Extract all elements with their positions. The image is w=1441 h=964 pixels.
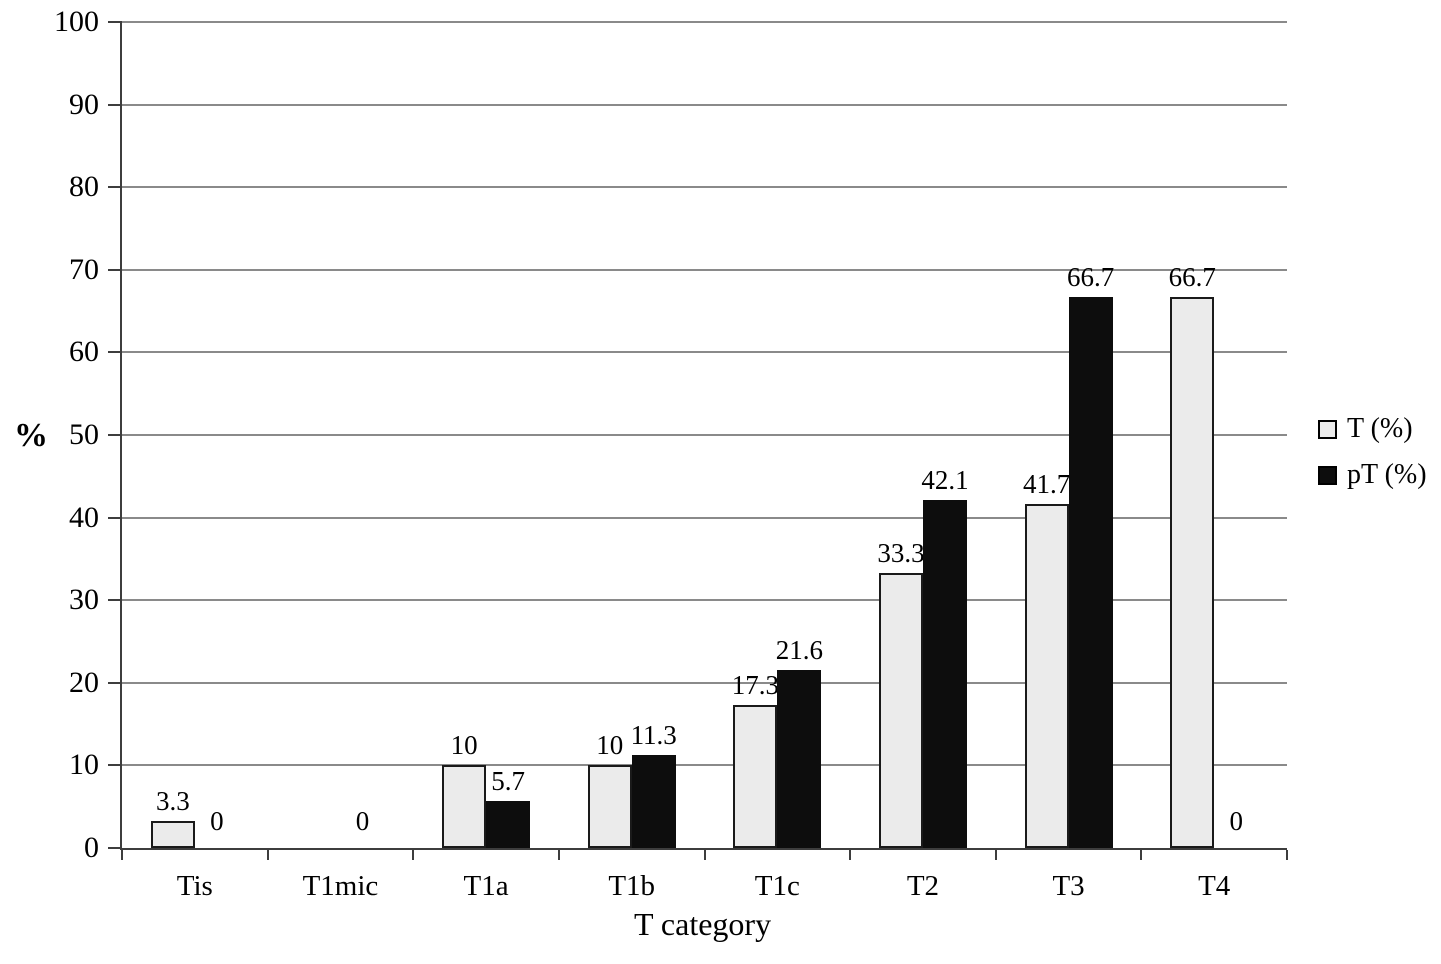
bar-t [442, 765, 487, 848]
gridline [122, 681, 1287, 684]
plot-area: 0 10 20 30 40 50 60 70 80 90 100 Tis T1mic T1a T1b T1c T… [54, 6, 1288, 902]
x-axis-title: T category [633, 906, 772, 942]
y-axis-tick-label: 30 [69, 583, 99, 617]
bar-label-pt: 5.7 [491, 766, 525, 796]
bar-label-pt: 42.1 [921, 465, 969, 495]
legend-item-t: T (%) [1318, 414, 1427, 444]
bar-label-pt: 0 [210, 806, 224, 836]
bar-label-pt: 21.6 [775, 635, 823, 665]
bar-t [1024, 504, 1069, 848]
bar-t [878, 573, 923, 848]
x-axis-tick [994, 850, 997, 860]
bar-pt [631, 755, 676, 848]
y-axis-tick-label: 0 [84, 831, 99, 864]
y-axis-tick [108, 351, 122, 354]
y-axis-tick [108, 599, 122, 602]
y-axis-tick-label: 90 [69, 87, 99, 121]
bar-pt [486, 801, 531, 848]
gridline [122, 186, 1287, 189]
bar-t [733, 705, 778, 848]
y-axis-tick [108, 268, 122, 271]
gridline [122, 21, 1287, 23]
y-axis-tick [108, 516, 122, 519]
y-axis-tick [108, 186, 122, 189]
x-axis-tick [849, 850, 852, 860]
gridline [122, 764, 1287, 767]
bar-t [1170, 297, 1215, 848]
x-category-label: T1a [463, 870, 509, 902]
gridline [122, 268, 1287, 271]
legend-label-pt: pT (%) [1347, 459, 1427, 490]
bar-t [150, 821, 195, 848]
legend-item-pt: pT (%) [1318, 460, 1427, 490]
bar-label-t: 33.3 [877, 538, 925, 568]
x-axis-tick [557, 850, 560, 860]
x-category-label: T1b [608, 870, 656, 902]
bar-label-pt: 0 [1229, 806, 1243, 836]
bar-label-t: 41.7 [1022, 469, 1071, 499]
x-axis-tick [703, 850, 706, 860]
x-axis-tick [1286, 850, 1288, 860]
x-category-label: T4 [1198, 870, 1231, 902]
x-category-label: T1c [754, 870, 800, 902]
y-axis-tick-label: 40 [69, 500, 99, 534]
gridline [122, 599, 1287, 602]
x-category-label: T3 [1052, 870, 1085, 902]
bar-label-t: 66.7 [1168, 262, 1216, 292]
y-axis-tick [108, 434, 122, 436]
y-axis-tick [108, 764, 122, 767]
y-axis-tick-label: 80 [69, 170, 99, 204]
y-axis-tick-label: 70 [69, 252, 99, 286]
gridline [122, 516, 1287, 519]
x-axis-tick [412, 850, 415, 860]
bar-label-t: 3.3 [155, 786, 190, 816]
gridline [122, 103, 1287, 106]
bar-label-pt: 0 [355, 806, 370, 836]
legend-label-t: T (%) [1347, 413, 1413, 444]
legend: T (%) pT (%) [1318, 414, 1427, 490]
y-axis-tick-label: 60 [69, 335, 99, 369]
x-axis-tick [1140, 850, 1143, 860]
x-axis-tick [266, 850, 269, 860]
legend-swatch-pt-icon [1318, 465, 1337, 485]
bar-label-t: 17.3 [731, 670, 779, 700]
legend-swatch-t-icon [1318, 419, 1337, 439]
x-category-label: Tis [176, 870, 213, 902]
y-axis-tick-label: 10 [69, 748, 99, 782]
y-axis-tick-label: 20 [69, 665, 99, 699]
x-axis-tick [121, 850, 123, 860]
bar-label-t: 10 [450, 730, 478, 760]
x-category-label: T2 [906, 870, 940, 902]
y-axis-tick-label: 50 [69, 418, 99, 451]
bar-label-pt: 66.7 [1066, 262, 1115, 292]
bar-t [587, 765, 632, 848]
x-category-label: T1mic [302, 870, 379, 902]
bar-pt [1068, 297, 1113, 848]
bar-pt [777, 670, 822, 848]
y-axis-tick [108, 847, 122, 849]
y-axis-tick [108, 103, 122, 106]
bar-pt [922, 500, 967, 848]
y-axis-title: % [14, 417, 48, 454]
gridline [122, 351, 1287, 354]
y-axis-tick [108, 681, 122, 684]
y-axis-tick [108, 21, 122, 23]
gridline [122, 434, 1287, 436]
y-axis-tick-label: 100 [54, 5, 99, 38]
bar-label-pt: 11.3 [630, 720, 677, 750]
bar-label-t: 10 [596, 730, 624, 760]
